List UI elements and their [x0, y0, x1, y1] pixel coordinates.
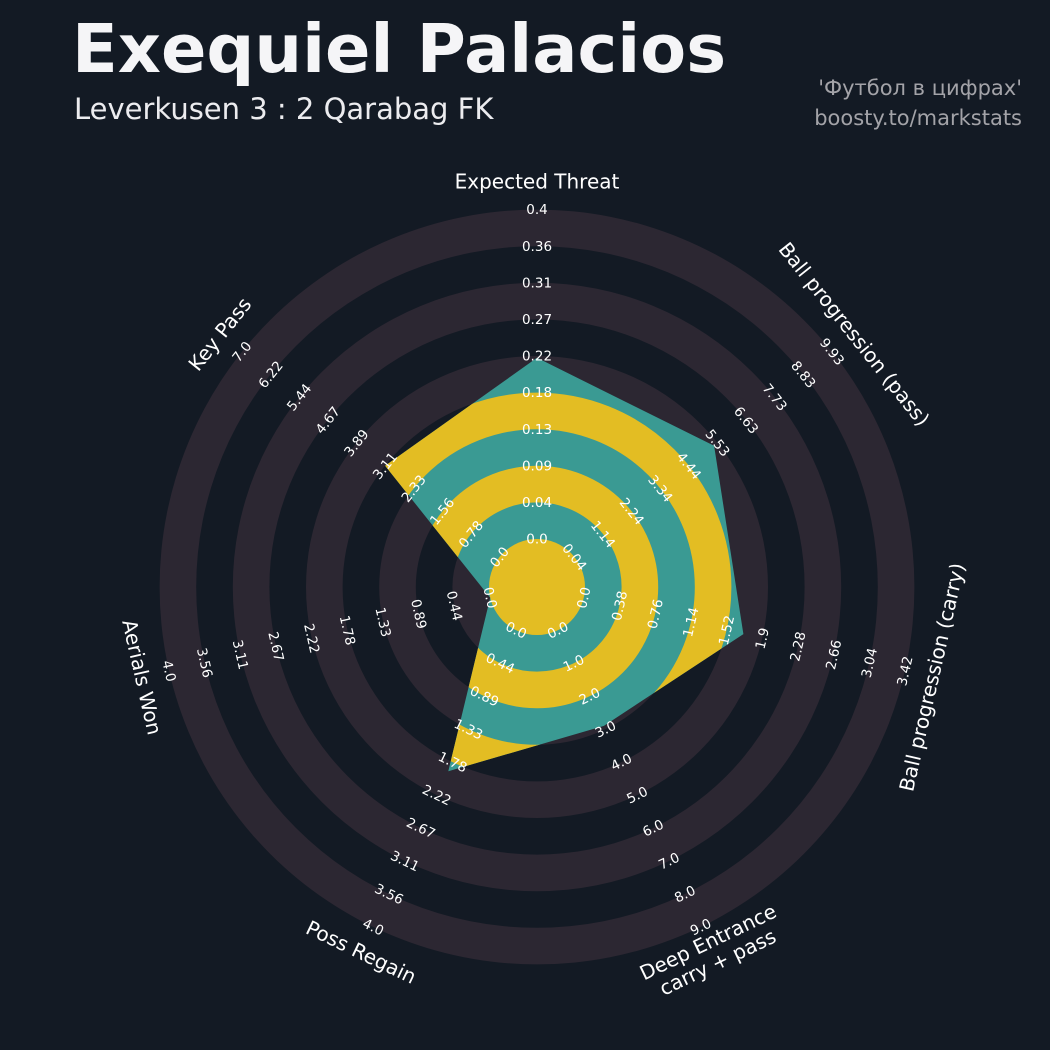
tick-label: 0.44	[443, 589, 465, 622]
tick-label: 0.76	[645, 598, 667, 631]
tick-label: 1.78	[336, 614, 358, 647]
param-label: Aerials Won	[117, 617, 167, 737]
tick-label: 0.04	[522, 495, 552, 511]
tick-label: 0.0	[526, 532, 547, 548]
tick-label: 0.27	[522, 312, 552, 328]
tick-label: 3.11	[229, 638, 251, 671]
tick-label: 0.4	[526, 202, 547, 218]
tick-label: 2.67	[264, 630, 286, 663]
tick-label: 0.0	[479, 586, 499, 611]
tick-label: 3.42	[894, 655, 916, 688]
tick-label: 0.36	[522, 239, 552, 255]
tick-label: 4.0	[158, 659, 178, 684]
tick-label: 2.66	[823, 638, 845, 671]
tick-label: 0.31	[522, 275, 552, 291]
tick-label: 0.13	[522, 422, 552, 438]
tick-label: 0.22	[522, 349, 552, 365]
tick-label: 0.38	[609, 589, 631, 622]
page-title: Exequiel Palacios	[72, 10, 727, 88]
tick-label: 2.28	[787, 630, 809, 663]
tick-label: 1.14	[680, 606, 702, 639]
tick-label: 1.9	[753, 626, 773, 651]
tick-label: 1.52	[716, 614, 738, 647]
tick-label: 0.89	[407, 598, 429, 631]
tick-label: 2.22	[300, 622, 322, 655]
credit-block: 'Футбол в цифрах' boosty.to/markstats	[814, 74, 1022, 134]
tick-label: 3.04	[859, 646, 881, 679]
credit-line-2: boosty.to/markstats	[814, 105, 1022, 130]
tick-label: 1.33	[371, 606, 393, 639]
tick-label: 0.0	[574, 586, 594, 611]
match-subtitle: Leverkusen 3 : 2 Qarabag FK	[74, 92, 494, 126]
tick-label: 0.18	[522, 385, 552, 401]
credit-line-1: 'Футбол в цифрах'	[818, 76, 1022, 100]
param-label: Expected Threat	[455, 169, 620, 193]
tick-label: 0.09	[522, 458, 552, 474]
tick-label: 3.56	[193, 646, 215, 679]
